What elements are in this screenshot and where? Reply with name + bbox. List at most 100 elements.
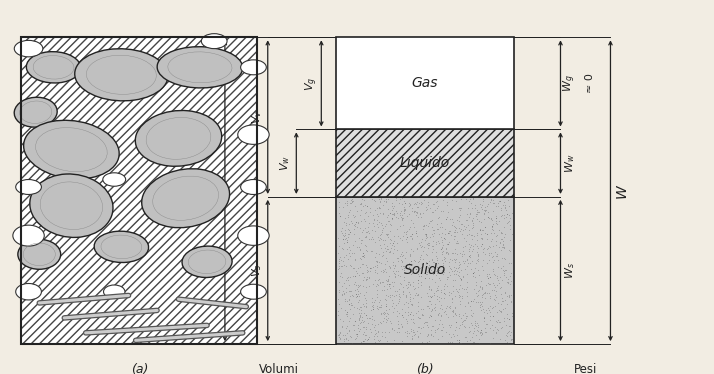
Point [353, 328, 365, 334]
Point [503, 294, 515, 300]
Point [494, 285, 506, 291]
Point [436, 224, 448, 230]
Point [411, 230, 422, 236]
Point [499, 202, 511, 208]
Point [499, 289, 511, 295]
Point [348, 249, 360, 255]
Point [391, 308, 403, 314]
Point [398, 207, 410, 213]
Point [381, 248, 392, 254]
Point [427, 233, 438, 239]
Point [358, 324, 369, 330]
Point [368, 299, 380, 305]
Point [457, 248, 468, 254]
Point [423, 275, 435, 281]
Point [504, 237, 516, 243]
Point [388, 210, 400, 216]
Point [483, 214, 494, 220]
Point [430, 249, 441, 255]
Ellipse shape [13, 225, 44, 246]
Point [474, 330, 486, 336]
Point [409, 285, 421, 291]
Point [346, 220, 357, 226]
Point [441, 199, 453, 205]
Point [381, 303, 392, 309]
Point [361, 289, 372, 295]
Point [376, 222, 388, 228]
Point [378, 198, 390, 204]
Point [333, 301, 344, 307]
Point [350, 273, 361, 279]
Point [369, 267, 381, 273]
Point [362, 269, 373, 275]
Point [363, 283, 375, 289]
Point [453, 214, 465, 220]
Point [412, 204, 423, 210]
Point [343, 282, 355, 288]
Point [376, 320, 387, 326]
Point [363, 224, 374, 230]
Point [401, 236, 412, 242]
Text: ≈ 0: ≈ 0 [585, 73, 595, 94]
Point [470, 260, 481, 266]
Point [461, 286, 472, 292]
Point [382, 234, 393, 240]
Point [451, 251, 463, 257]
Point [465, 200, 476, 206]
Point [413, 324, 425, 330]
Point [340, 325, 351, 331]
Point [482, 209, 493, 215]
Point [409, 292, 421, 298]
Point [504, 323, 516, 329]
Point [346, 334, 357, 340]
Point [354, 289, 366, 295]
Point [461, 217, 473, 223]
Point [488, 296, 500, 302]
Point [456, 295, 468, 301]
Point [451, 238, 463, 244]
Point [487, 253, 498, 259]
Point [506, 231, 518, 237]
Point [374, 198, 386, 204]
Point [408, 220, 419, 226]
Point [337, 232, 348, 238]
Point [471, 243, 483, 249]
Point [372, 321, 383, 327]
Point [411, 201, 422, 207]
Point [423, 220, 435, 226]
Point [497, 242, 508, 248]
Point [333, 203, 345, 209]
Point [373, 282, 384, 288]
Point [482, 275, 493, 281]
Point [358, 253, 369, 259]
Point [477, 291, 488, 297]
Point [412, 291, 423, 297]
Point [411, 266, 422, 272]
Point [354, 326, 366, 332]
Point [502, 211, 513, 217]
Point [504, 332, 516, 338]
Point [487, 197, 498, 203]
Point [476, 328, 487, 334]
Point [426, 249, 438, 255]
Point [411, 209, 422, 215]
Point [355, 218, 366, 224]
Point [492, 251, 503, 257]
Point [440, 236, 451, 242]
Point [403, 200, 415, 206]
Point [448, 224, 460, 230]
Point [481, 236, 493, 242]
Point [466, 334, 478, 340]
Point [489, 284, 501, 290]
Point [478, 314, 490, 320]
Point [449, 224, 461, 230]
Point [381, 281, 393, 287]
Point [426, 217, 437, 223]
Point [436, 287, 447, 293]
Point [492, 282, 503, 288]
Point [358, 254, 369, 260]
Point [466, 232, 478, 238]
Point [406, 258, 417, 264]
Point [386, 211, 397, 217]
Point [498, 255, 510, 261]
